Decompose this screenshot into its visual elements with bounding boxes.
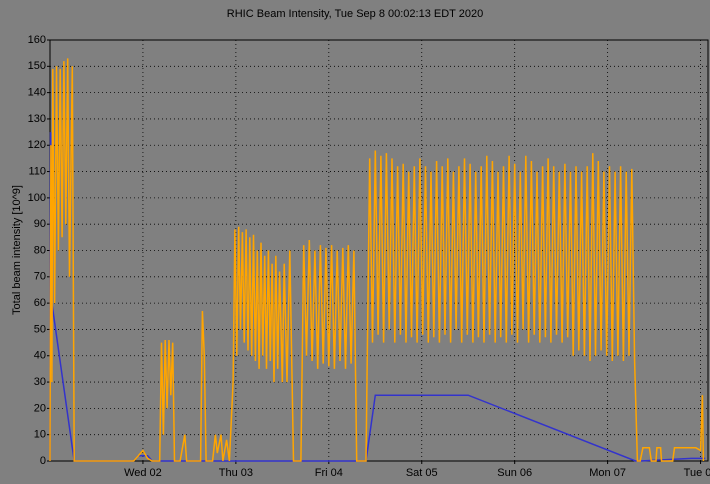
- y-tick-label: 140: [28, 87, 46, 99]
- y-tick-label: 80: [34, 244, 46, 256]
- y-tick-label: 100: [28, 192, 46, 204]
- x-tick-label: Wed 02: [124, 467, 162, 479]
- y-tick-label: 40: [34, 350, 46, 362]
- y-tick-label: 130: [28, 113, 46, 125]
- y-tick-label: 0: [40, 455, 46, 467]
- y-tick-label: 90: [34, 218, 46, 230]
- data-line: [49, 58, 705, 462]
- y-tick-label: 70: [34, 271, 46, 283]
- y-axis-label: Total beam intensity [10^9]: [11, 185, 23, 315]
- y-tick-label: 50: [34, 323, 46, 335]
- x-tick-label: Mon 07: [589, 467, 626, 479]
- y-tick-label: 110: [28, 165, 46, 177]
- chart-title: RHIC Beam Intensity, Tue Sep 8 00:02:13 …: [227, 8, 483, 20]
- y-tick-label: 160: [28, 34, 46, 46]
- x-tick-label: Fri 04: [315, 467, 343, 479]
- y-tick-label: 60: [34, 297, 46, 309]
- y-tick-label: 10: [34, 429, 46, 441]
- y-tick-label: 20: [34, 402, 46, 414]
- x-tick-label: Sun 06: [497, 467, 532, 479]
- y-tick-label: 150: [28, 60, 46, 72]
- y-tick-label: 120: [28, 139, 46, 151]
- x-tick-label: Thu 03: [219, 467, 253, 479]
- y-tick-label: 30: [34, 376, 46, 388]
- x-tick-label: Sat 05: [406, 467, 438, 479]
- x-tick-label: Tue 08: [684, 467, 710, 479]
